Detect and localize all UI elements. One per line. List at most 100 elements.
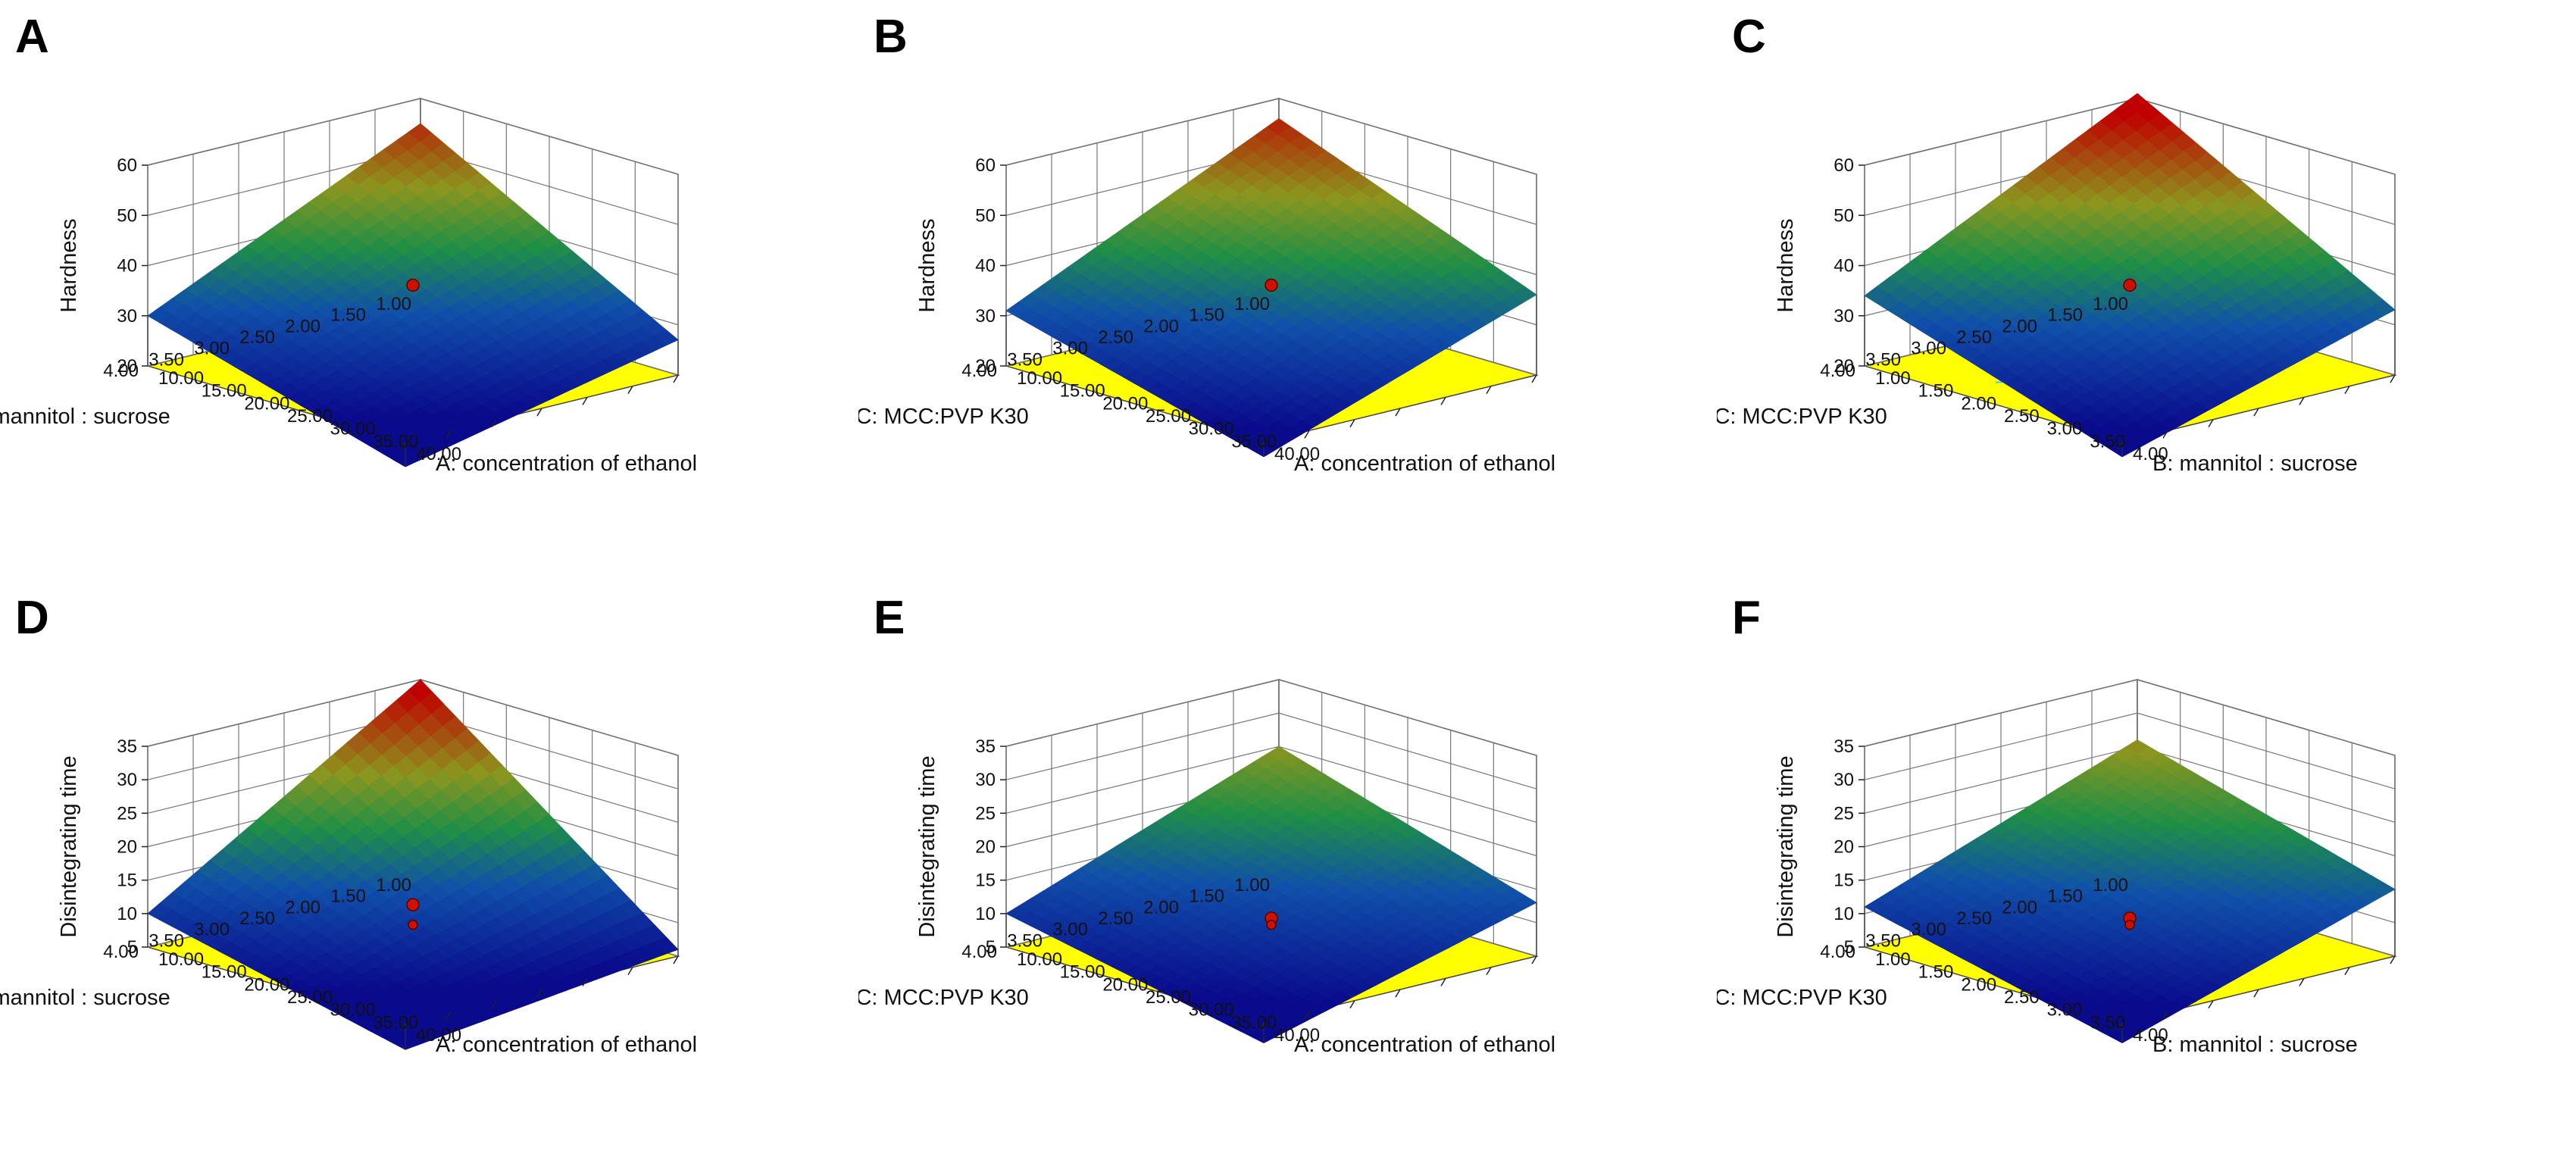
panel-f: 5 10 15 20 25 30 35 Disintegrating time 1.00 1.50… [1717,581,2575,1162]
left-tick-mark [1440,977,1446,986]
left-tick-label: 2.50 [239,908,275,929]
z-tick-label: 40 [117,256,137,277]
panel-d: 5 10 15 20 25 30 35 Disintegrating time 1.00 1.50… [0,581,858,1162]
response-surface [1864,92,2396,458]
left-tick-label: 2.50 [1098,327,1133,348]
z-axis-label: Hardness [1774,218,1798,312]
left-tick-mark [1349,1000,1355,1009]
right-tick-label: 30.00 [1189,1000,1234,1021]
left-tick-label: 2.00 [1143,897,1179,918]
left-axis-label: B: mannitol : sucrose [0,405,170,429]
left-axis-label: C: MCC:PVP K30 [1717,405,1887,429]
right-axis-label: A: concentration of ethanol [1294,452,1555,476]
design-point [2123,278,2137,292]
left-tick-label: 1.50 [2047,305,2083,326]
z-tick-label: 20 [1834,837,1854,858]
left-tick-label: 2.00 [285,316,320,336]
z-tick-label: 20 [975,356,996,377]
z-tick-label: 25 [117,803,137,824]
left-tick-label: 1.50 [2047,886,2083,907]
left-tick-label: 1.50 [1189,886,1224,907]
right-tick-label: 35.00 [373,431,418,452]
left-tick-label: 1.50 [330,886,366,907]
z-tick-label: 30 [1834,306,1854,327]
right-tick-label: 1.50 [1918,381,1954,402]
left-tick-mark [627,967,633,976]
panel-e: 5 10 15 20 25 30 35 Disintegrating time 1.00 1.50… [858,581,1717,1162]
left-tick-label: 3.00 [1911,339,1946,359]
left-axis-label: C: MCC:PVP K30 [1717,986,1887,1010]
z-tick-label: 25 [1834,803,1854,824]
left-tick-label: 4.00 [1820,942,1855,962]
left-tick-mark [1486,967,1492,976]
left-axis-label: B: mannitol : sucrose [0,986,170,1010]
right-axis-label: B: mannitol : sucrose [2152,1033,2358,1057]
left-tick-label: 1.50 [1189,305,1224,326]
z-tick-label: 30 [117,770,137,790]
right-tick-label: 20.00 [1102,393,1148,414]
left-tick-label: 2.00 [2002,897,2037,918]
left-tick-mark [1395,989,1401,998]
right-tick-label: 2.00 [1961,974,1996,995]
left-tick-mark [2299,977,2305,986]
response-surface [1005,118,1537,458]
z-tick-label: 50 [975,205,996,226]
z-tick-label: 5 [1844,937,1854,958]
right-tick-label: 1.00 [1875,368,1911,389]
design-point [2124,919,2135,930]
right-tick-label: 20.00 [1102,974,1148,995]
left-tick-mark [2390,374,2396,383]
z-axis-label: Disintegrating time [1774,755,1798,937]
left-tick-label: 3.00 [194,339,230,359]
left-tick-label: 2.00 [2002,316,2037,336]
left-tick-mark [445,430,452,439]
z-tick-label: 10 [1834,904,1854,924]
left-tick-label: 1.00 [376,875,411,896]
left-tick-label: 3.00 [1052,920,1088,940]
right-tick-label: 40.00 [1274,444,1320,464]
left-tick-label: 3.50 [1007,349,1043,370]
left-tick-label: 2.00 [1143,316,1179,336]
right-axis-label: A: concentration of ethanol [1294,1033,1555,1057]
left-tick-mark [2162,430,2168,439]
left-tick-mark [491,1000,497,1009]
left-tick-mark [2253,408,2259,417]
z-tick-label: 20 [975,837,996,858]
surface-plot-a: 20 30 40 50 60 Hardness 1.00 1.50 2.00 2.50 3.00 3.… [0,97,697,476]
left-tick-mark [1304,1011,1310,1020]
z-tick-label: 30 [1834,770,1854,790]
left-tick-mark [1531,374,1537,383]
left-tick-mark [627,386,633,395]
left-tick-mark [2344,967,2350,976]
z-axis-label: Hardness [915,218,939,312]
panel-letter: E [874,592,905,644]
z-tick-label: 30 [975,306,996,327]
z-tick-label: 25 [975,803,996,824]
left-tick-mark [1440,396,1446,405]
z-tick-label: 35 [117,736,137,757]
right-axis-label: A: concentration of ethanol [436,1033,697,1057]
right-tick-label: 10.00 [1017,368,1062,389]
left-tick-label: 3.00 [1911,920,1946,940]
right-tick-label: 40.00 [416,1025,461,1046]
left-tick-label: 4.00 [103,942,139,962]
left-tick-mark [445,1011,452,1020]
right-tick-label: 20.00 [244,393,289,414]
left-tick-mark [582,977,588,986]
left-tick-mark [1304,430,1310,439]
left-tick-mark [1349,419,1355,428]
left-tick-label: 3.00 [1052,339,1088,359]
right-tick-label: 4.00 [2133,1025,2168,1046]
z-tick-label: 20 [117,837,137,858]
right-tick-label: 3.50 [2090,431,2125,452]
left-tick-label: 1.00 [1234,875,1270,896]
left-tick-mark [1258,441,1265,450]
left-tick-label: 4.00 [103,361,139,381]
z-tick-label: 10 [975,904,996,924]
z-axis-label: Disintegrating time [915,755,939,937]
z-tick-label: 50 [1834,205,1854,226]
panel-b: 20 30 40 50 60 Hardness 1.00 1.50 2.00 2.50 3.00 3.… [858,0,1717,581]
left-tick-label: 4.00 [1820,361,1855,381]
left-tick-mark [536,408,542,417]
right-tick-label: 25.00 [1146,406,1191,427]
